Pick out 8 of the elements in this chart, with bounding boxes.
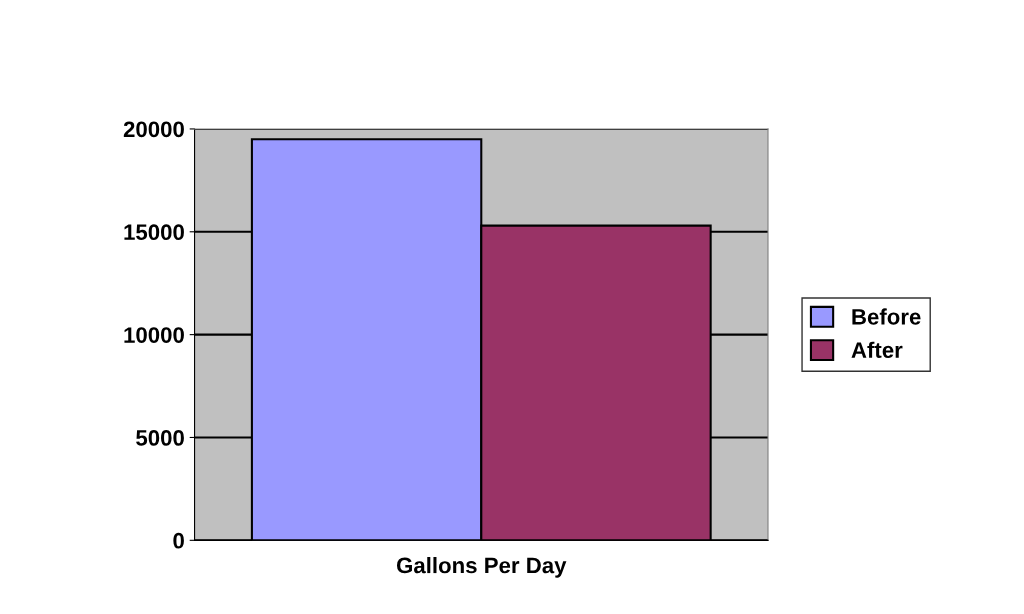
y-tick-label: 0 bbox=[173, 532, 184, 549]
legend-label: Before bbox=[852, 308, 921, 325]
y-tick-label: 5000 bbox=[136, 430, 184, 446]
y-tick-label: 15000 bbox=[124, 224, 184, 241]
legend-label: After bbox=[851, 341, 903, 358]
y-tick-label: 20000 bbox=[123, 121, 184, 138]
x-tick-label: Gallons Per Day bbox=[396, 556, 567, 578]
y-tick-label: 10000 bbox=[124, 327, 184, 343]
